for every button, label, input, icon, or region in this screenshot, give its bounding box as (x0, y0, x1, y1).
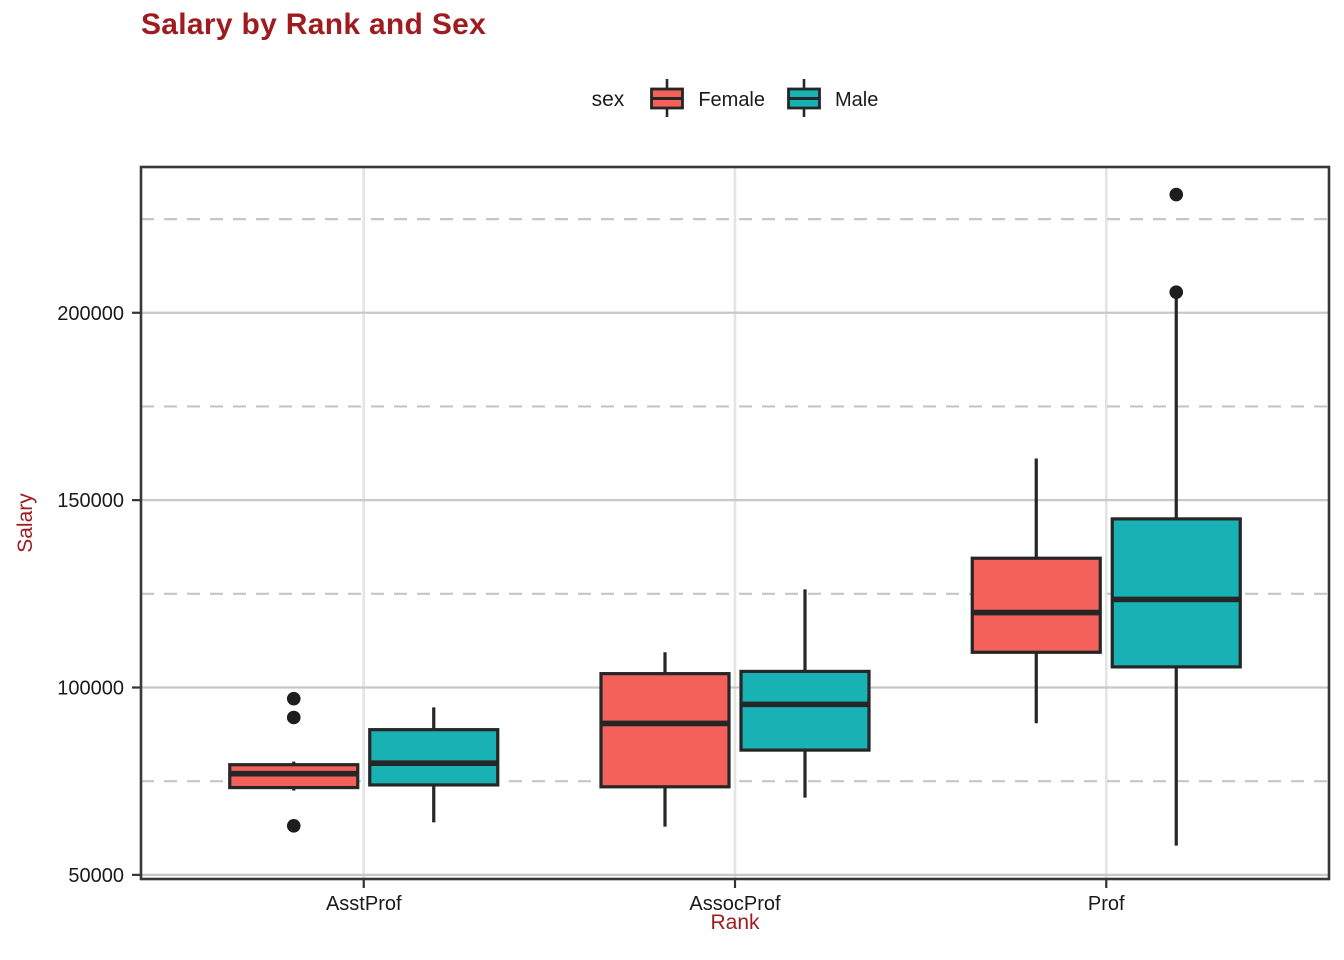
outlier-point-female-asstprof (286, 691, 301, 706)
outlier-point-female-asstprof (286, 710, 301, 725)
outlier-point-male-prof (1169, 187, 1184, 202)
x-tick-label-assocprof: AssocProf (689, 893, 781, 915)
y-axis-title: Salary (14, 493, 37, 553)
outlier-point-female-asstprof (286, 818, 301, 833)
y-tick-label-150000: 150000 (57, 490, 124, 512)
x-tick-label-prof: Prof (1088, 893, 1125, 915)
outlier-point-male-prof (1169, 285, 1184, 299)
y-tick-label-200000: 200000 (57, 303, 124, 325)
chart-title: Salary by Rank and Sex (141, 8, 487, 41)
legend-title: sex (591, 88, 625, 111)
box-male-asstprof (368, 728, 500, 787)
x-axis-title: Rank (710, 911, 760, 934)
box-male-assocprof (739, 669, 871, 752)
boxplot-key-icon-female (644, 75, 690, 126)
y-tick-label-50000: 50000 (68, 865, 124, 887)
boxplot-key-icon-male (781, 75, 827, 126)
legend-item-female: Female (644, 75, 765, 126)
y-tick-label-100000: 100000 (57, 678, 124, 700)
legend: sex Female Male (141, 74, 1329, 126)
box-female-prof (970, 556, 1102, 654)
x-tick-label-asstprof: AsstProf (326, 893, 402, 915)
boxplot-key-icon-male-glyph (787, 78, 821, 117)
legend-item-male: Male (781, 75, 878, 126)
legend-label-female: Female (698, 88, 766, 111)
legend-label-male: Male (835, 88, 879, 111)
boxplot-key-icon-female-glyph (650, 78, 685, 117)
box-female-assocprof (599, 672, 731, 789)
panel-border (139, 165, 1331, 881)
box-male-prof (1110, 517, 1242, 669)
